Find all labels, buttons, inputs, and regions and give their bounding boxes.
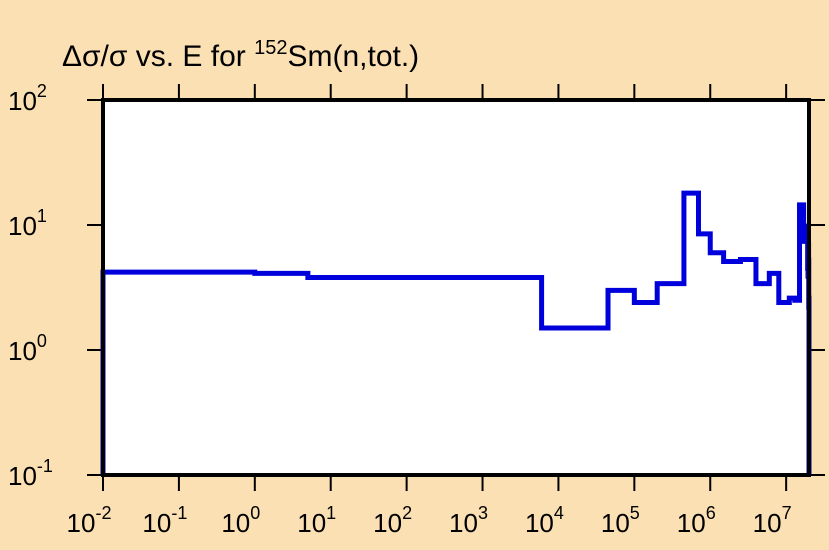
y-tick-label-exp: 0 <box>37 331 47 351</box>
x-tick-label-exp: -1 <box>171 503 187 523</box>
x-tick-label-8: 106 <box>677 503 716 538</box>
x-tick-label-5: 103 <box>449 503 488 538</box>
x-tick-label-9: 107 <box>753 503 792 538</box>
chart-title: Δσ/σ vs. E for 152Sm(n,tot.) <box>62 37 419 73</box>
y-tick-label-0: 10-1 <box>8 456 53 491</box>
y-tick-label-1: 100 <box>8 331 47 366</box>
plot-frame <box>101 98 811 477</box>
x-tick-label-base: 10 <box>373 508 402 538</box>
x-tick-label-exp: -2 <box>95 503 111 523</box>
x-tick-label-4: 102 <box>373 503 412 538</box>
x-tick-label-exp: 6 <box>706 503 716 523</box>
y-tick-label-exp: 2 <box>37 81 47 101</box>
x-tick-label-0: 10-2 <box>67 503 112 538</box>
x-tick-label-6: 104 <box>525 503 564 538</box>
x-tick-label-exp: 3 <box>478 503 488 523</box>
x-tick-label-1: 10-1 <box>142 503 187 538</box>
x-tick-label-base: 10 <box>753 508 782 538</box>
x-tick-label-exp: 2 <box>402 503 412 523</box>
y-tick-label-2: 101 <box>8 206 47 241</box>
y-tick-label-base: 10 <box>8 211 37 241</box>
x-tick-label-exp: 0 <box>250 503 260 523</box>
y-tick-label-base: 10 <box>8 336 37 366</box>
y-tick-label-3: 102 <box>8 81 47 116</box>
x-tick-label-exp: 7 <box>782 503 792 523</box>
y-tick-label-exp: -1 <box>37 456 53 476</box>
x-tick-label-base: 10 <box>525 508 554 538</box>
chart-title-prefix: Δσ/σ vs. E for <box>62 40 254 73</box>
x-tick-label-exp: 1 <box>326 503 336 523</box>
x-tick-label-exp: 4 <box>554 503 564 523</box>
x-tick-label-3: 101 <box>297 503 336 538</box>
x-tick-label-base: 10 <box>297 508 326 538</box>
x-tick-label-base: 10 <box>601 508 630 538</box>
y-tick-label-exp: 1 <box>37 206 47 226</box>
x-tick-label-2: 100 <box>221 503 260 538</box>
y-tick-label-base: 10 <box>8 86 37 116</box>
x-tick-label-exp: 5 <box>630 503 640 523</box>
axis-tick-labels: 10-2 10-1 100 101 102 103 104 105 106 10710-11001… <box>8 81 792 538</box>
x-tick-label-7: 105 <box>601 503 640 538</box>
y-tick-label-base: 10 <box>8 461 37 491</box>
x-tick-label-base: 10 <box>449 508 478 538</box>
chart-title-superscript: 152 <box>254 37 287 59</box>
x-tick-label-base: 10 <box>677 508 706 538</box>
axis-ticks <box>87 84 825 491</box>
x-tick-label-base: 10 <box>142 508 171 538</box>
chart-title-suffix: Sm(n,tot.) <box>287 40 419 73</box>
x-tick-label-base: 10 <box>221 508 250 538</box>
x-tick-label-base: 10 <box>67 508 96 538</box>
plot-area <box>101 98 811 477</box>
